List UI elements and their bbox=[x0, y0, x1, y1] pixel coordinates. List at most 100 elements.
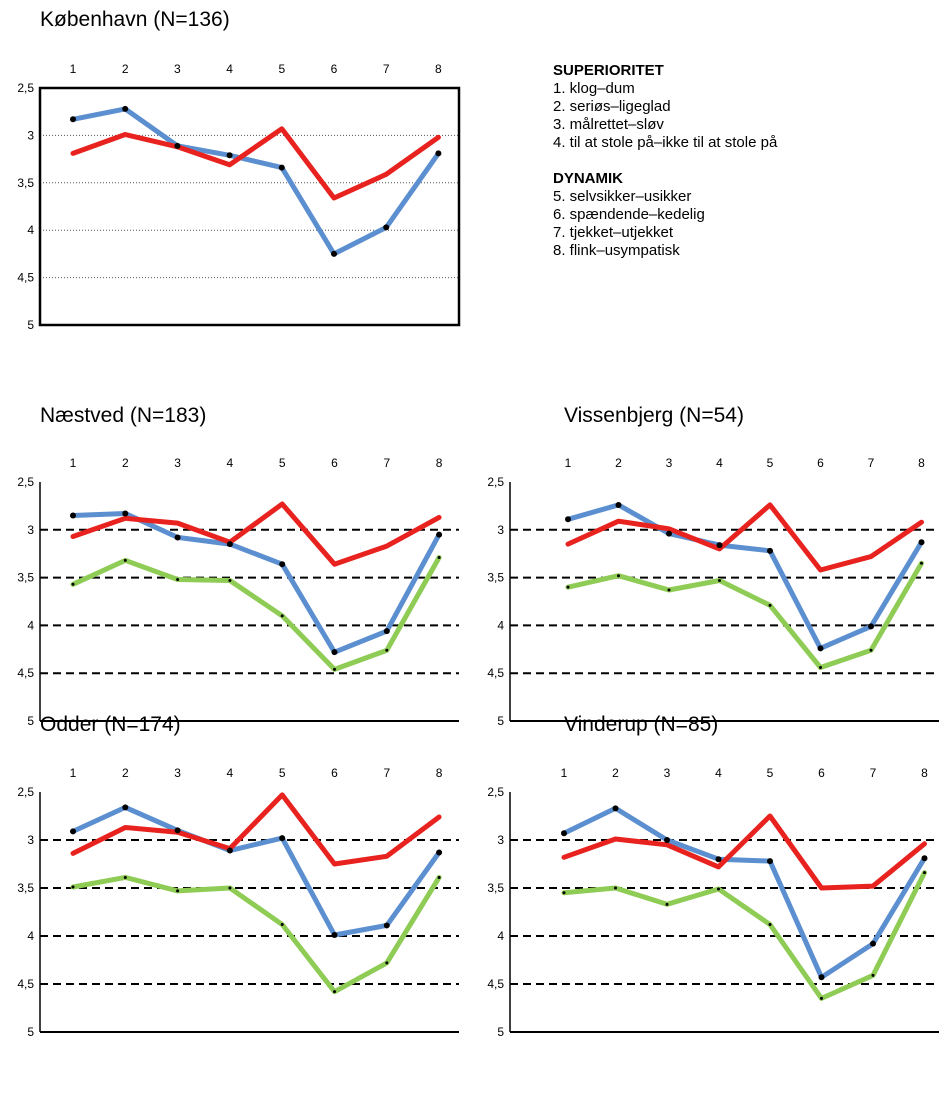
x-tick-label: 8 bbox=[921, 766, 928, 780]
data-point-blue bbox=[666, 530, 672, 537]
x-tick-label: 3 bbox=[666, 456, 673, 470]
chart-plot: 2,5 3 3,5 4 4,5 5 1 2 3 4 5 6 7 8 bbox=[17, 456, 459, 728]
y-tick-label: 5 bbox=[27, 714, 34, 728]
data-point-blue bbox=[612, 805, 619, 812]
y-tick-label: 3,5 bbox=[487, 571, 504, 585]
legend-item: 6. spændende–kedelig bbox=[553, 206, 705, 223]
y-tick-label: 3 bbox=[27, 833, 34, 847]
data-point-blue bbox=[226, 847, 233, 854]
data-point-green bbox=[820, 996, 823, 1000]
chart-plot: 2,5 3 3,5 4 4,5 5 1 2 3 4 5 6 7 8 bbox=[487, 456, 939, 728]
series-line-red bbox=[70, 126, 441, 201]
x-tick-label: 4 bbox=[227, 456, 234, 470]
chart-vinderup: Vinderup (N=85) 2,5 3 3,5 4 4,5 5 1 2 3 4 5 6 7 8 bbox=[470, 710, 942, 1119]
data-point-blue bbox=[226, 152, 233, 159]
x-tick-label: 5 bbox=[767, 456, 774, 470]
y-tick-label: 4,5 bbox=[487, 666, 504, 680]
y-tick-label: 4 bbox=[27, 929, 34, 943]
x-tick-label: 6 bbox=[331, 766, 338, 780]
legend-item: 3. målrettet–sløv bbox=[553, 116, 664, 133]
x-tick-label: 6 bbox=[818, 766, 825, 780]
y-tick-label: 4,5 bbox=[487, 977, 504, 991]
data-point-blue bbox=[435, 150, 442, 157]
y-tick-label: 3,5 bbox=[17, 881, 34, 895]
series-line-green bbox=[565, 560, 924, 670]
data-point-green bbox=[665, 902, 669, 906]
x-tick-label: 5 bbox=[279, 766, 286, 780]
data-point-green bbox=[228, 578, 232, 582]
data-point-blue bbox=[767, 858, 773, 865]
x-tick-label: 4 bbox=[227, 766, 234, 780]
legend-item: 4. til at stole på–ikke til at stole på bbox=[553, 134, 778, 151]
y-tick-label: 3 bbox=[497, 833, 504, 847]
y-tick-label: 2,5 bbox=[17, 81, 34, 95]
x-tick-label: 5 bbox=[278, 62, 285, 76]
x-tick-label: 4 bbox=[226, 62, 233, 76]
series-line-blue bbox=[565, 502, 924, 651]
chart-title: København (N=136) bbox=[40, 8, 230, 31]
data-point-blue bbox=[767, 547, 773, 554]
data-point-blue bbox=[817, 645, 824, 652]
x-tick-label: 6 bbox=[331, 456, 338, 470]
data-point-green bbox=[617, 574, 620, 578]
data-point-green bbox=[71, 885, 75, 889]
data-point-blue bbox=[70, 828, 76, 835]
x-tick-label: 3 bbox=[174, 766, 181, 780]
data-point-green bbox=[385, 961, 389, 965]
series-line-green bbox=[70, 874, 442, 995]
data-point-blue bbox=[615, 501, 622, 508]
data-point-blue bbox=[383, 224, 390, 231]
y-tick-label: 2,5 bbox=[17, 475, 34, 489]
x-tick-label: 2 bbox=[122, 62, 129, 76]
data-point-blue bbox=[436, 849, 443, 856]
y-tick-label: 5 bbox=[27, 318, 34, 332]
data-point-green bbox=[123, 875, 127, 879]
data-point-green bbox=[385, 648, 389, 652]
y-tick-label: 4,5 bbox=[17, 271, 34, 285]
y-tick-label: 2,5 bbox=[17, 785, 34, 799]
legend-item: 5. selvsikker–usikker bbox=[553, 188, 692, 205]
chart-plot: 2,5 3 3,5 4 4,5 5 1 2 3 4 5 6 7 8 bbox=[487, 766, 939, 1039]
data-point-blue bbox=[331, 932, 338, 939]
series-line-red bbox=[565, 502, 924, 573]
data-point-blue bbox=[921, 855, 928, 862]
chart-plot: 2,5 3 3,5 4 4,5 5 1 2 3 4 5 6 7 8 bbox=[17, 766, 459, 1039]
data-point-blue bbox=[226, 541, 233, 548]
x-tick-label: 2 bbox=[122, 766, 129, 780]
data-point-green bbox=[280, 614, 284, 618]
data-point-green bbox=[923, 871, 926, 875]
chart-title: Vissenbjerg (N=54) bbox=[564, 404, 744, 427]
data-point-blue bbox=[383, 922, 390, 929]
y-tick-label: 4 bbox=[497, 929, 504, 943]
x-tick-label: 8 bbox=[436, 766, 443, 780]
series-line-red bbox=[70, 792, 442, 867]
data-point-blue bbox=[279, 835, 286, 842]
data-point-green bbox=[768, 922, 772, 926]
x-tick-label: 6 bbox=[817, 456, 824, 470]
x-tick-label: 1 bbox=[70, 766, 77, 780]
plot-frame bbox=[38, 86, 461, 327]
x-tick-label: 6 bbox=[331, 62, 338, 76]
chart-title: Næstved (N=183) bbox=[40, 404, 207, 427]
x-tick-label: 1 bbox=[70, 456, 77, 470]
x-tick-label: 7 bbox=[868, 456, 875, 470]
data-point-green bbox=[566, 585, 570, 589]
dimension-legend: SUPERIORITET 1. klog–dum 2. seriøs–ligeg… bbox=[553, 62, 777, 260]
data-point-green bbox=[819, 665, 822, 669]
data-point-blue bbox=[565, 516, 571, 523]
y-tick-label: 2,5 bbox=[487, 785, 504, 799]
data-point-blue bbox=[122, 105, 129, 112]
x-tick-label: 3 bbox=[174, 456, 181, 470]
data-point-green bbox=[871, 973, 875, 977]
data-point-green bbox=[869, 648, 873, 652]
data-point-green bbox=[437, 556, 441, 560]
x-tick-label: 3 bbox=[174, 62, 181, 76]
chart-title: Vinderup (N=85) bbox=[564, 713, 719, 736]
data-point-blue bbox=[174, 142, 181, 149]
x-tick-label: 7 bbox=[383, 62, 390, 76]
y-tick-label: 3,5 bbox=[17, 571, 34, 585]
data-point-blue bbox=[870, 940, 876, 947]
y-tick-label: 5 bbox=[497, 1025, 504, 1039]
x-tick-label: 2 bbox=[615, 456, 622, 470]
data-point-green bbox=[333, 990, 336, 994]
